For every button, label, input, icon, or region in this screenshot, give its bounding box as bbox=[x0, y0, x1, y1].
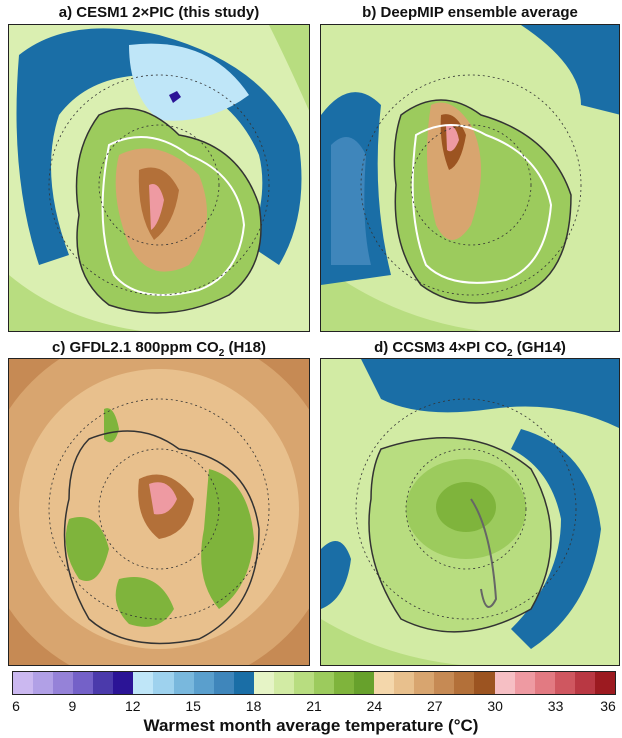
colorbar bbox=[12, 671, 616, 695]
colorbar-tick-label: 6 bbox=[12, 698, 20, 714]
colorbar-swatch bbox=[594, 672, 615, 694]
map-panel-d bbox=[320, 358, 620, 666]
colorbar-swatch bbox=[334, 672, 355, 694]
colorbar-tick-label: 24 bbox=[366, 698, 383, 714]
colorbar-swatch bbox=[53, 672, 74, 694]
panel-b-title: b) DeepMIP ensemble average bbox=[362, 4, 578, 21]
colorbar-swatch bbox=[534, 672, 555, 694]
colorbar-tick-label: 9 bbox=[68, 698, 77, 714]
colorbar-swatch bbox=[434, 672, 455, 694]
panel-a-title: a) CESM1 2×PIC (this study) bbox=[58, 4, 260, 21]
colorbar-swatch bbox=[574, 672, 595, 694]
colorbar-swatch bbox=[133, 672, 154, 694]
colorbar-swatch bbox=[173, 672, 194, 694]
colorbar-tick-label: 21 bbox=[306, 698, 322, 714]
colorbar-swatch bbox=[374, 672, 395, 694]
colorbar-swatch bbox=[73, 672, 94, 694]
colorbar-swatch bbox=[113, 672, 134, 694]
colorbar-tick-label: 30 bbox=[487, 698, 503, 714]
colorbar-swatch bbox=[494, 672, 515, 694]
colorbar-swatch bbox=[293, 672, 314, 694]
colorbar-tick-label: 18 bbox=[245, 698, 262, 714]
map-panel-b bbox=[320, 24, 620, 332]
colorbar-tick-label: 12 bbox=[125, 698, 141, 714]
colorbar-tick-label: 36 bbox=[600, 698, 616, 714]
colorbar-label: Warmest month average temperature (°C) bbox=[143, 716, 479, 735]
colorbar-swatch bbox=[13, 672, 34, 694]
colorbar-tick-label: 27 bbox=[427, 698, 443, 714]
colorbar-swatch bbox=[313, 672, 334, 694]
map-panel-c bbox=[8, 358, 310, 666]
panel-d-title: d) CCSM3 4×PI CO2 (GH14) bbox=[374, 339, 566, 359]
colorbar-tick-label: 15 bbox=[185, 698, 201, 714]
panel-c-title: c) GFDL2.1 800ppm CO2 (H18) bbox=[52, 339, 266, 359]
colorbar-swatch bbox=[93, 672, 114, 694]
colorbar-swatch bbox=[354, 672, 375, 694]
colorbar-swatch bbox=[253, 672, 274, 694]
colorbar-swatch bbox=[394, 672, 415, 694]
colorbar-swatch bbox=[554, 672, 575, 694]
colorbar-swatch bbox=[213, 672, 234, 694]
colorbar-swatch bbox=[33, 672, 54, 694]
colorbar-swatch bbox=[233, 672, 254, 694]
map-panel-a bbox=[8, 24, 310, 332]
colorbar-swatch bbox=[474, 672, 495, 694]
colorbar-swatch bbox=[193, 672, 214, 694]
colorbar-swatch bbox=[454, 672, 475, 694]
colorbar-swatch bbox=[514, 672, 535, 694]
colorbar-swatch bbox=[153, 672, 174, 694]
colorbar-swatch bbox=[273, 672, 294, 694]
colorbar-tick-label: 33 bbox=[547, 698, 564, 714]
colorbar-swatch bbox=[414, 672, 435, 694]
